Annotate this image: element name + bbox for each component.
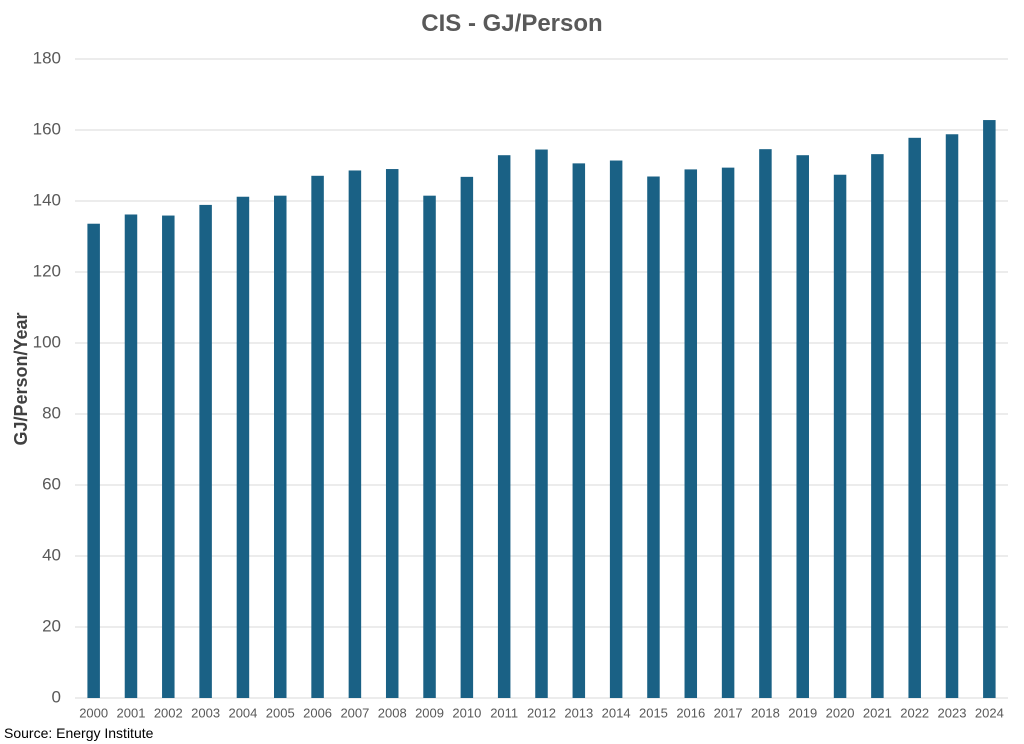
bar-2014 [609, 160, 623, 698]
bar-2008 [385, 169, 399, 699]
bar-2022 [908, 137, 921, 698]
y-tick-label: 0 [52, 687, 61, 706]
x-tick-label: 2013 [564, 705, 593, 720]
x-tick-label: 2018 [751, 705, 780, 720]
bar-2017 [721, 167, 735, 698]
bar-2011 [497, 155, 511, 698]
bars [87, 120, 996, 699]
x-tick-label: 2024 [975, 705, 1004, 720]
bar-2015 [647, 176, 660, 698]
source-note: Source: Energy Institute [4, 725, 154, 741]
bar-2000 [87, 223, 100, 698]
bar-2002 [162, 215, 175, 698]
y-tick-label: 80 [42, 403, 61, 422]
bar-2009 [423, 195, 436, 699]
bar-2018 [759, 149, 772, 699]
bar-2023 [945, 134, 959, 698]
x-tick-label: 2002 [154, 705, 183, 720]
bar-2007 [348, 170, 362, 699]
x-tick-label: 2007 [340, 705, 369, 720]
bar-2004 [236, 196, 250, 699]
x-tick-label: 2008 [378, 705, 407, 720]
x-tick-label: 2011 [490, 705, 518, 720]
x-tick-label: 2004 [228, 705, 257, 720]
y-tick-label: 20 [42, 616, 61, 635]
y-axis-title: GJ/Person/Year [11, 312, 31, 445]
bar-2016 [684, 169, 698, 698]
x-tick-label: 2000 [79, 705, 108, 720]
x-tick-label: 2019 [788, 705, 817, 720]
x-tick-label: 2005 [266, 705, 295, 720]
x-tick-label: 2014 [602, 705, 631, 720]
x-axis-ticks: 2000 2001 2002 2003 2004 2005 2006 2007 2008 2009… [79, 705, 1004, 720]
bar-2013 [572, 163, 586, 698]
x-tick-label: 2010 [452, 705, 481, 720]
bar-2019 [796, 155, 809, 698]
y-tick-label: 40 [42, 545, 61, 564]
x-tick-label: 2012 [527, 705, 556, 720]
y-tick-label: 100 [33, 332, 61, 351]
x-tick-label: 2016 [676, 705, 705, 720]
bar-2003 [199, 204, 212, 698]
x-tick-label: 2022 [900, 705, 929, 720]
x-tick-label: 2020 [826, 705, 855, 720]
x-tick-label: 2003 [191, 705, 220, 720]
x-tick-label: 2015 [639, 705, 668, 720]
y-tick-label: 60 [42, 474, 61, 493]
bar-2010 [460, 176, 474, 699]
x-tick-label: 2001 [117, 705, 146, 720]
x-tick-label: 2023 [938, 705, 967, 720]
y-axis-ticks: 0 20 40 60 80 100 120 140 160 180 [33, 48, 61, 706]
bar-2024 [983, 120, 996, 698]
y-tick-label: 180 [33, 48, 61, 67]
x-tick-label: 2009 [415, 705, 444, 720]
bar-2006 [311, 175, 324, 699]
bar-2021 [871, 154, 884, 698]
y-tick-label: 120 [33, 261, 61, 280]
bar-2020 [833, 174, 847, 699]
bar-2012 [535, 149, 548, 698]
chart-title: CIS - GJ/Person [421, 10, 603, 37]
x-tick-label: 2006 [303, 705, 332, 720]
bar-2005 [274, 195, 287, 699]
bar-2001 [124, 214, 138, 699]
y-tick-label: 160 [33, 119, 61, 138]
y-tick-label: 140 [33, 190, 61, 209]
x-tick-label: 2021 [863, 705, 892, 720]
x-tick-label: 2017 [714, 705, 743, 720]
